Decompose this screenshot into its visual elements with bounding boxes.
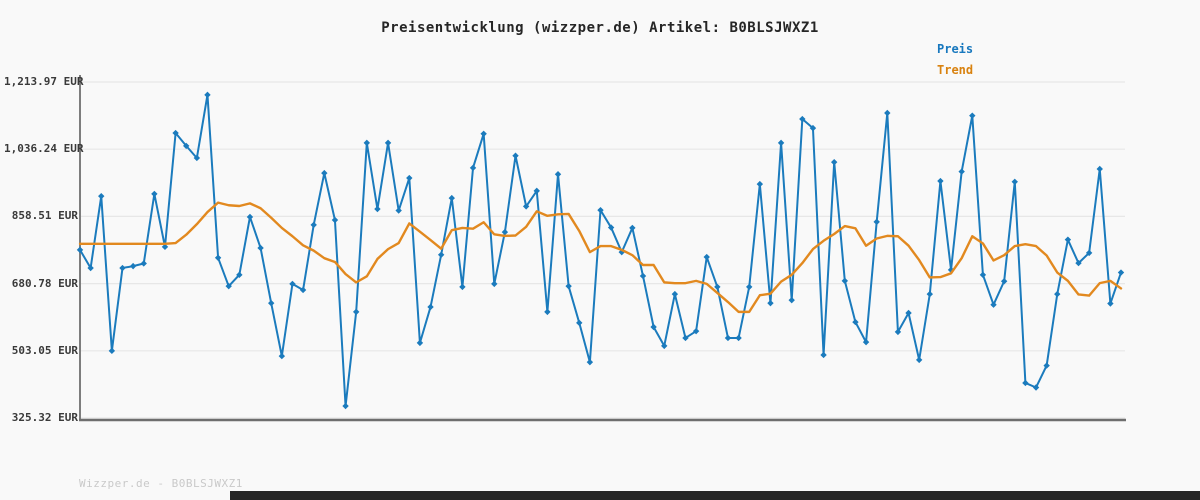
y-tick-label: 858.51 EUR (11, 209, 78, 223)
chart-title: Preisentwicklung (wizzper.de) Artikel: B… (381, 20, 819, 36)
y-tick-label: 1,213.97 EUR (4, 75, 84, 88)
legend-label-preis: Preis (937, 42, 974, 56)
legend: Preis Trend (937, 39, 973, 81)
watermark: Wizzper.de - B0BLSJWXZ1 (79, 477, 243, 490)
y-tick-label: 325.32 EUR (11, 411, 78, 424)
y-tick-label: 680.78 EUR (11, 276, 78, 290)
legend-label-trend: Trend (937, 63, 974, 77)
bottom-bar (230, 491, 1200, 500)
y-tick-label: 1,036.24 EUR (4, 142, 84, 156)
y-tick-label: 503.05 EUR (11, 343, 78, 357)
